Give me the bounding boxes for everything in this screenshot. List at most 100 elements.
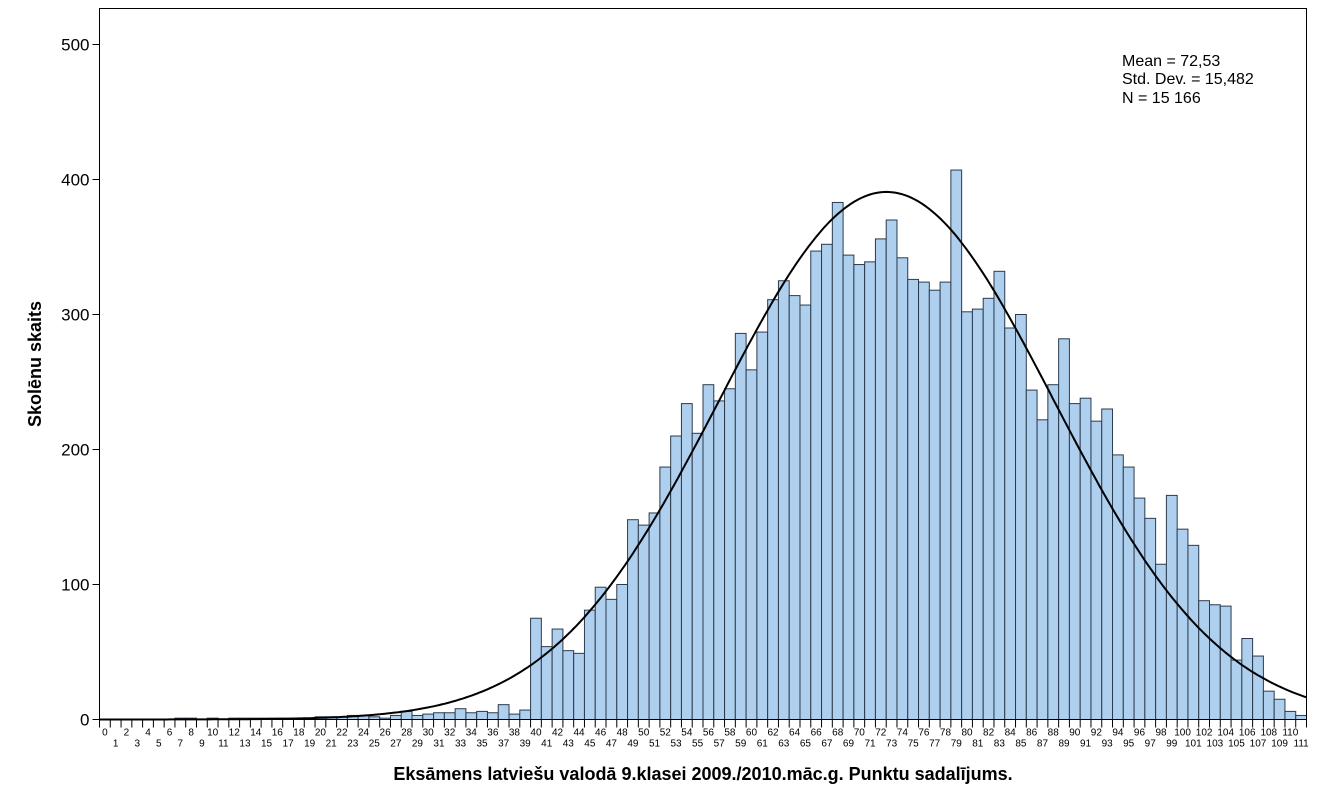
y-axis-title: Skolēnu skaits — [25, 301, 45, 427]
histogram-bar — [1122, 466, 1135, 720]
x-tick-label: 104 — [1217, 728, 1234, 739]
x-tick-label: 74 — [897, 728, 909, 739]
x-tick-label: 2 — [124, 728, 130, 739]
x-tick-label: 5 — [156, 739, 162, 750]
x-tick-label: 15 — [261, 739, 273, 750]
x-tick-label: 67 — [821, 739, 833, 750]
x-tick-label: 73 — [886, 739, 898, 750]
histogram-bar — [810, 250, 823, 721]
histogram-bar — [767, 299, 779, 720]
x-tick-label: 90 — [1069, 728, 1081, 739]
x-tick-label: 70 — [854, 728, 866, 739]
x-tick-label: 80 — [961, 728, 973, 739]
x-tick-label: 81 — [972, 739, 984, 750]
histogram-bar — [885, 219, 898, 720]
x-tick-label: 58 — [724, 728, 736, 739]
x-tick-label: 42 — [552, 728, 564, 739]
x-tick-label: 107 — [1250, 739, 1267, 750]
histogram-bar — [874, 238, 887, 720]
x-tick-label: 8 — [188, 728, 194, 739]
histogram-bar — [1133, 497, 1146, 720]
y-tick-label: 100 — [61, 576, 89, 595]
x-tick-label: 106 — [1239, 728, 1256, 739]
histogram-bar — [864, 261, 876, 720]
x-tick-label: 62 — [767, 728, 779, 739]
histogram-bar — [853, 264, 866, 720]
x-tick-label: 100 — [1174, 728, 1191, 739]
y-axis: 0 100 200 300 400 500 — [61, 36, 100, 730]
x-tick-label: 71 — [864, 739, 876, 750]
x-tick-label: 32 — [444, 728, 456, 739]
histogram-bar — [1241, 638, 1254, 720]
histogram-bar — [389, 714, 402, 721]
x-tick-label: 44 — [574, 728, 586, 739]
histogram-bar — [993, 270, 1006, 720]
x-tick-label: 30 — [423, 728, 435, 739]
histogram-bar — [486, 712, 499, 720]
x-tick-label: 7 — [178, 739, 184, 750]
x-axis-title: Eksāmens latviešu valodā 9.klasei 2009./… — [393, 764, 1012, 784]
x-tick-label: 22 — [336, 728, 348, 739]
y-tick-label: 500 — [61, 36, 89, 55]
histogram-bar — [670, 435, 682, 720]
histogram-bar — [982, 297, 995, 720]
x-tick-label: 35 — [477, 739, 489, 750]
x-tick-label: 64 — [789, 728, 801, 739]
histogram-bar — [648, 512, 661, 721]
histogram-bar — [1047, 384, 1060, 720]
histogram-bar — [551, 628, 564, 720]
histogram-bar — [583, 609, 596, 721]
x-tick-label: 99 — [1166, 739, 1178, 750]
x-tick-label: 49 — [627, 739, 639, 750]
histogram-bar — [433, 712, 445, 720]
stat-std-dev: Std. Dev. = 15,482 — [1122, 71, 1254, 88]
histogram-bar — [702, 384, 715, 720]
histogram-bar — [508, 713, 521, 720]
stat-mean: Mean = 72,53 — [1122, 53, 1220, 70]
x-tick-label: 0 — [102, 728, 108, 739]
x-tick-label: 20 — [315, 728, 327, 739]
x-tick-label: 79 — [951, 739, 963, 750]
histogram-bar — [1004, 327, 1017, 720]
histogram-bar — [799, 304, 812, 720]
histogram-bar — [961, 311, 973, 720]
x-tick-label: 93 — [1102, 739, 1114, 750]
histogram-bar — [1101, 408, 1114, 720]
x-tick-label: 26 — [380, 728, 392, 739]
x-tick-label: 76 — [918, 728, 930, 739]
histogram-bar — [1284, 710, 1297, 721]
histogram-bar — [971, 308, 984, 720]
histogram-bar — [637, 524, 650, 720]
x-tick-label: 97 — [1145, 739, 1157, 750]
histogram-bar — [1058, 338, 1070, 720]
x-tick-label: 55 — [692, 739, 704, 750]
x-tick-label: 6 — [167, 728, 173, 739]
x-tick-label: 33 — [455, 739, 467, 750]
histogram-bar — [605, 598, 618, 720]
x-tick-label: 91 — [1080, 739, 1092, 750]
histogram-bar — [1252, 655, 1264, 720]
histogram-bar — [616, 584, 629, 720]
histogram-bar — [1144, 517, 1157, 720]
histogram-bar — [1015, 314, 1027, 720]
x-tick-label: 94 — [1112, 728, 1124, 739]
x-tick-label: 109 — [1271, 739, 1288, 750]
x-tick-label: 51 — [649, 739, 661, 750]
histogram-bar — [497, 704, 510, 721]
x-tick-label: 46 — [595, 728, 607, 739]
histogram-bar — [659, 466, 672, 720]
x-tick-label: 1 — [113, 739, 119, 750]
histogram-bar — [1068, 403, 1081, 720]
histogram-bar — [1187, 544, 1200, 720]
x-tick-label: 84 — [1005, 728, 1017, 739]
histogram-bar — [562, 650, 575, 721]
x-tick-label: 12 — [229, 728, 241, 739]
histogram-bar — [1230, 659, 1243, 720]
x-tick-label: 96 — [1134, 728, 1146, 739]
histogram-bar — [1112, 454, 1124, 720]
x-tick-label: 39 — [520, 739, 532, 750]
histogram-bar — [627, 519, 639, 721]
histogram-bar — [907, 278, 920, 720]
x-tick-label: 105 — [1228, 739, 1245, 750]
